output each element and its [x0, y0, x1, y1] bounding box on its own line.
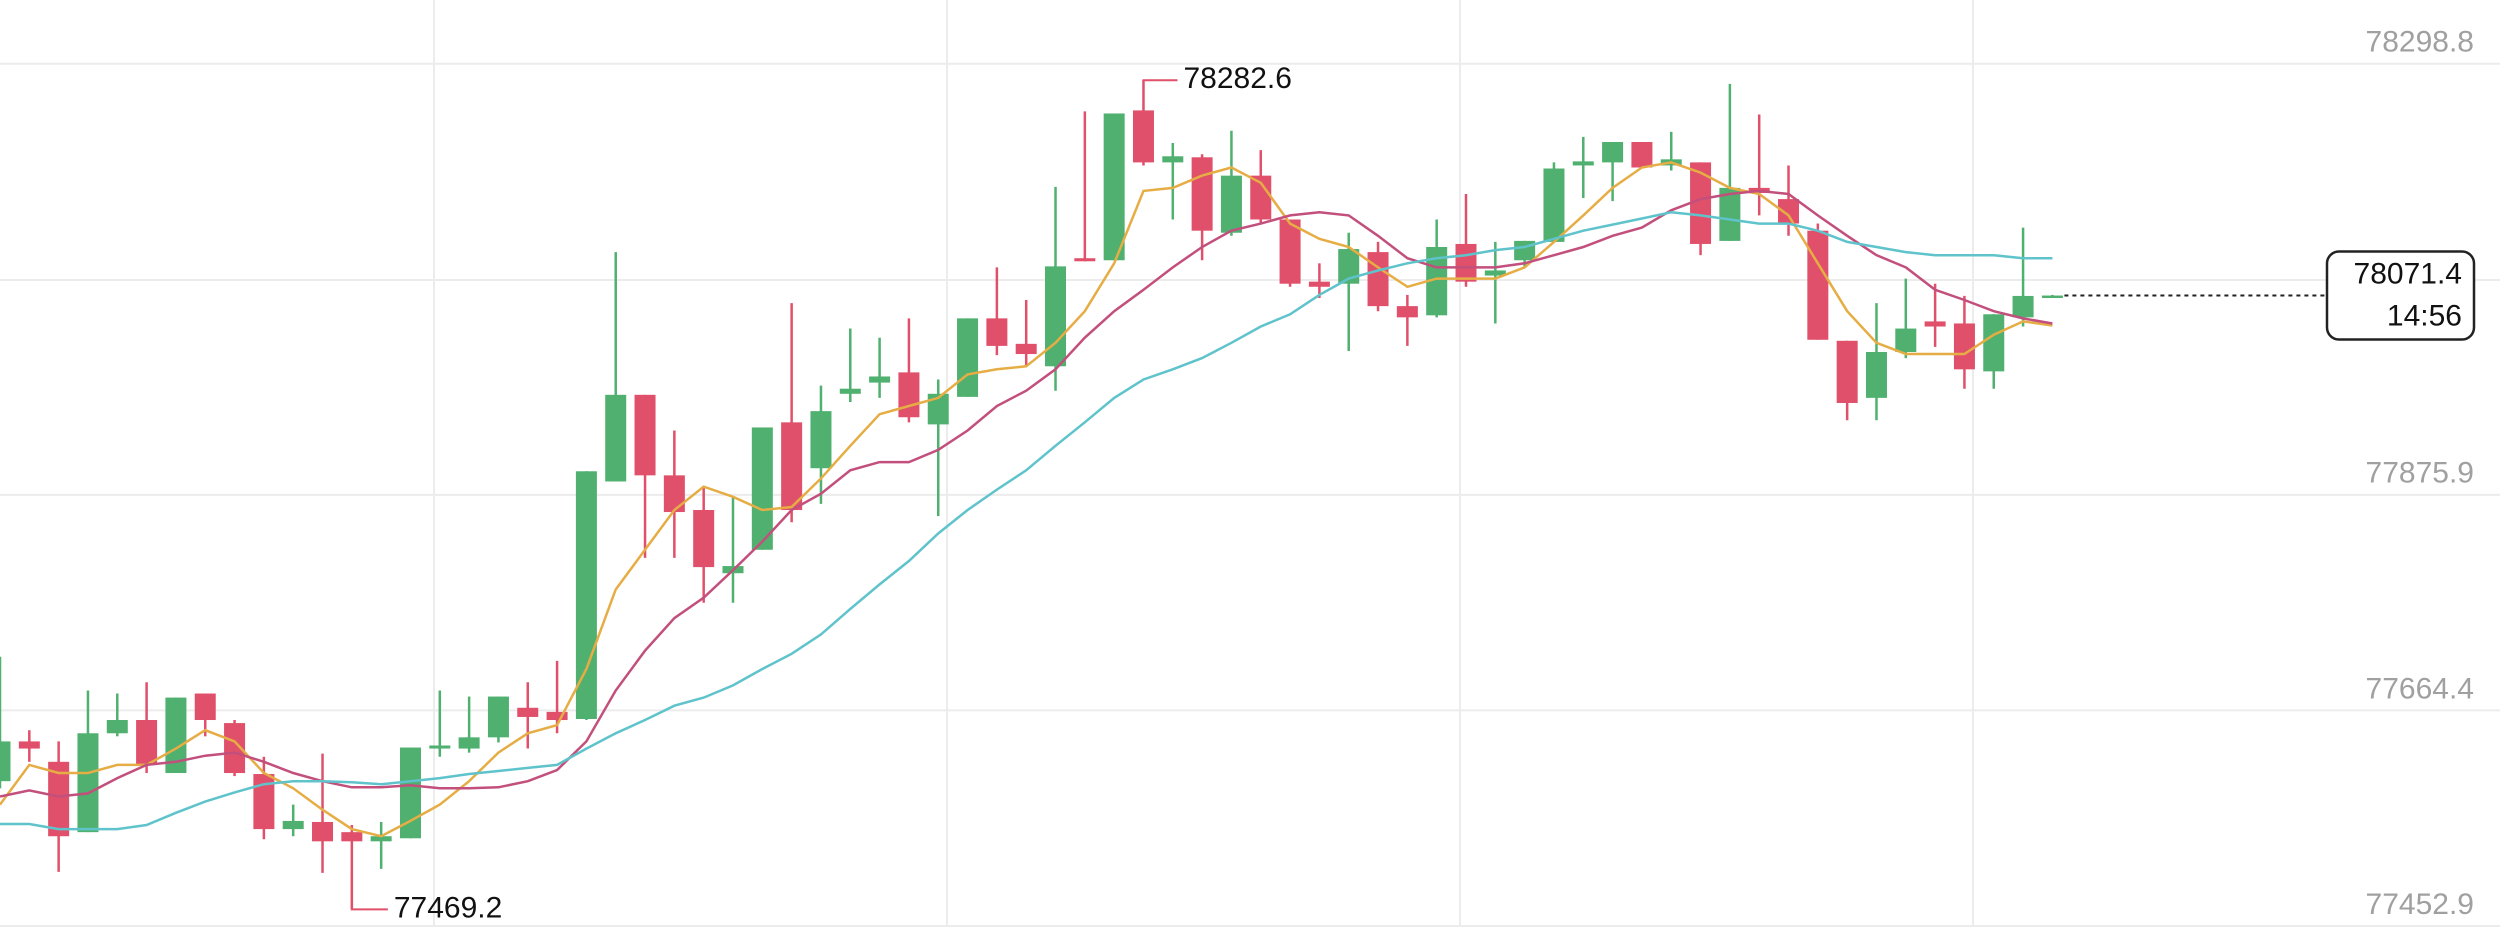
- candle-body: [751, 427, 773, 550]
- candle-body: [1484, 270, 1506, 276]
- candle-body: [605, 394, 627, 482]
- price-tag-value: 78071.4: [2354, 257, 2462, 290]
- low-leader: [350, 869, 388, 911]
- candle-body: [1015, 343, 1037, 355]
- candles: [0, 80, 2063, 910]
- candle-body: [1250, 175, 1272, 220]
- candle-body: [898, 372, 920, 418]
- candle-body: [546, 711, 568, 721]
- grid: 78298.8 77875.9 77664.4 77452.9: [0, 26, 2500, 928]
- candle-body: [18, 741, 40, 749]
- candle-body: [1924, 321, 1946, 327]
- candle-body: [1895, 328, 1917, 353]
- candle-body: [1132, 110, 1154, 163]
- ma-line: [0, 161, 2053, 838]
- candle-body: [1103, 113, 1125, 261]
- annotations: 78282.6 77469.2 78071.4 14:56: [350, 62, 2476, 924]
- candle-body: [781, 422, 803, 511]
- y-tick-label: 77875.9: [2366, 457, 2474, 490]
- candle-body: [341, 832, 363, 842]
- candle-body: [194, 693, 216, 721]
- candle-body: [312, 821, 334, 842]
- ma-lines: [0, 161, 2053, 838]
- candle-body: [1338, 249, 1360, 284]
- y-tick-label: 78298.8: [2366, 26, 2474, 59]
- candle-body: [869, 376, 891, 383]
- candle-body: [1308, 281, 1330, 287]
- candle-body: [1162, 156, 1184, 163]
- candle-body: [663, 475, 685, 513]
- candle-body: [1572, 161, 1594, 166]
- candle-body: [1983, 314, 2005, 372]
- candle-body: [986, 318, 1008, 346]
- candle-body: [487, 696, 509, 738]
- ma-line: [0, 211, 2053, 831]
- candle-body: [693, 510, 715, 568]
- candle-body: [1631, 142, 1653, 168]
- price-tag: [2325, 250, 2476, 341]
- candle-body: [224, 723, 246, 774]
- candle-body: [0, 741, 11, 782]
- candle-body: [1396, 306, 1418, 318]
- candle-body: [1719, 187, 1741, 241]
- candle-body: [634, 394, 656, 476]
- candle-body: [1074, 258, 1096, 262]
- candle-body: [1279, 219, 1301, 284]
- high-label: 78282.6: [1183, 62, 1291, 95]
- candle-body: [1836, 340, 1858, 403]
- candle-body: [517, 707, 539, 717]
- candle-body: [253, 774, 275, 830]
- candle-body: [399, 747, 421, 839]
- candle-body: [1807, 230, 1829, 340]
- candle-body: [1602, 142, 1624, 163]
- ma-line: [0, 189, 2053, 798]
- y-tick-label: 77664.4: [2366, 672, 2474, 705]
- candle-body: [1426, 247, 1448, 316]
- candle-body: [282, 820, 304, 830]
- price-tag-countdown: 14:56: [2387, 299, 2462, 332]
- low-label: 77469.2: [394, 891, 502, 924]
- candle-body: [2041, 295, 2063, 299]
- candle-body: [927, 393, 949, 425]
- candle-body: [1543, 168, 1565, 242]
- candle-body: [165, 697, 187, 774]
- candle-body: [1953, 323, 1975, 370]
- y-tick-label: 77452.9: [2366, 888, 2474, 921]
- candle-body: [810, 411, 832, 469]
- candle-body: [1690, 162, 1712, 244]
- candle-body: [429, 745, 451, 749]
- candle-body: [1045, 266, 1067, 367]
- candle-body: [839, 388, 861, 394]
- candle-body: [1220, 175, 1242, 233]
- candle-body: [48, 761, 70, 837]
- candle-body: [136, 720, 158, 765]
- candle-body: [458, 737, 480, 749]
- candle-body: [106, 720, 128, 734]
- candle-body: [77, 733, 99, 833]
- candle-body: [1778, 199, 1800, 224]
- candle-body: [370, 836, 392, 842]
- high-leader: [1142, 79, 1178, 111]
- candle-body: [2012, 295, 2034, 318]
- candle-body: [1455, 243, 1477, 282]
- candle-body: [1865, 352, 1887, 398]
- candle-body: [1367, 252, 1389, 307]
- candle-body: [1191, 157, 1213, 231]
- candle-body: [957, 318, 979, 397]
